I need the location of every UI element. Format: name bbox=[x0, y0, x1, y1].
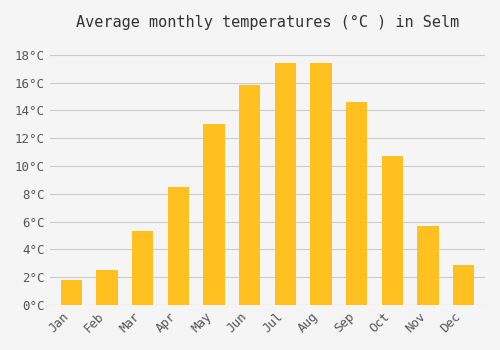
Bar bbox=[453, 265, 474, 305]
Bar bbox=[274, 63, 296, 305]
Bar bbox=[310, 63, 332, 305]
Bar bbox=[168, 187, 189, 305]
Bar bbox=[382, 156, 403, 305]
Bar bbox=[60, 280, 82, 305]
Bar bbox=[132, 231, 154, 305]
Bar bbox=[239, 85, 260, 305]
Bar bbox=[346, 102, 368, 305]
Bar bbox=[417, 226, 438, 305]
Bar bbox=[96, 270, 118, 305]
Title: Average monthly temperatures (°C ) in Selm: Average monthly temperatures (°C ) in Se… bbox=[76, 15, 459, 30]
Bar bbox=[203, 124, 224, 305]
